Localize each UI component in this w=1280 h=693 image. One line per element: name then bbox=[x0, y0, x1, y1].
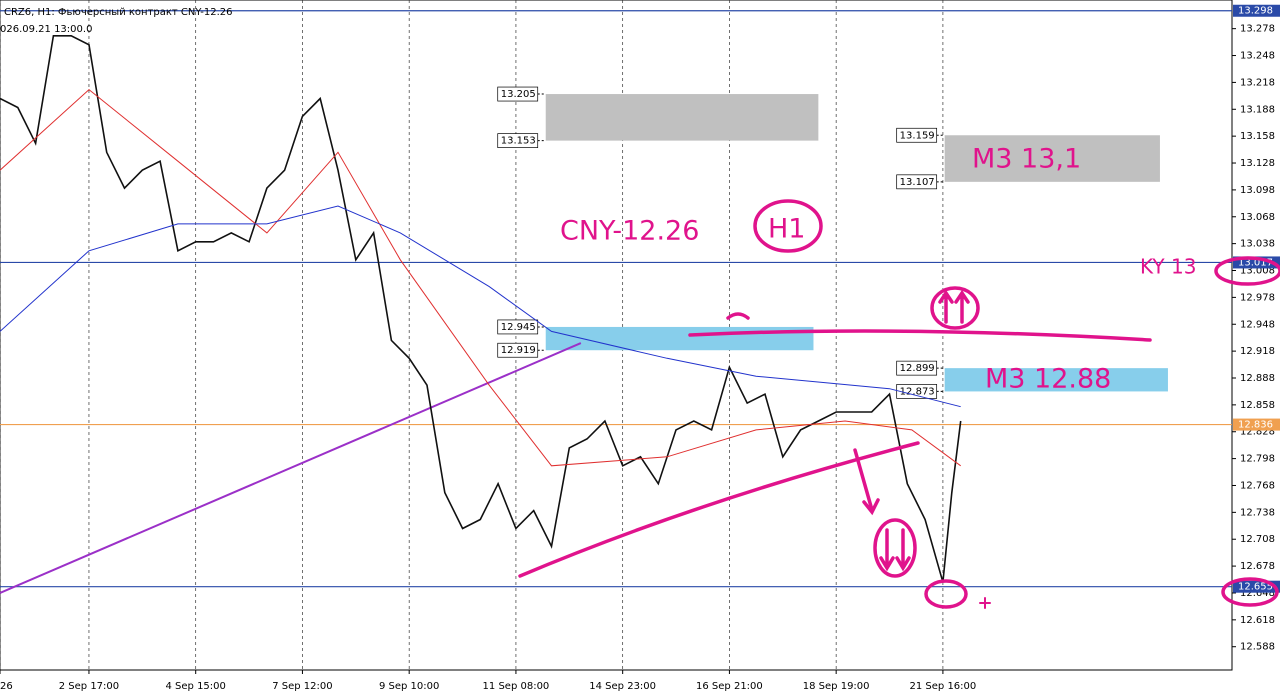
zone-label-box bbox=[896, 127, 938, 143]
level-label-box bbox=[1233, 4, 1280, 17]
y-tick-label: 12.888 bbox=[1240, 373, 1275, 384]
series-line bbox=[0, 35, 962, 583]
zone-label-box bbox=[497, 342, 539, 358]
annotation: M3 13,1 bbox=[972, 144, 1081, 175]
circle bbox=[924, 579, 968, 609]
arrows-down bbox=[879, 528, 911, 572]
zone-label: 12.945 bbox=[501, 322, 536, 333]
zone-label-box bbox=[896, 384, 938, 399]
annotation: CNY-12.26 bbox=[560, 216, 699, 247]
x-tick-label: 4 Sep 15:00 bbox=[166, 681, 226, 692]
y-tick-label: 12.738 bbox=[1240, 507, 1275, 518]
level-label: 13.017 bbox=[1238, 257, 1273, 268]
zone-label: 13.153 bbox=[501, 136, 536, 147]
x-tick-label: 2 Sep 17:00 bbox=[59, 681, 119, 692]
y-tick-label: 13.038 bbox=[1240, 239, 1275, 250]
y-tick-label: 13.218 bbox=[1240, 77, 1275, 88]
x-tick-label: 26 bbox=[0, 681, 13, 692]
x-tick-label: 14 Sep 23:00 bbox=[589, 681, 656, 692]
series-line bbox=[0, 205, 961, 408]
annotation: M3 12.88 bbox=[985, 364, 1111, 395]
series-line bbox=[0, 88, 961, 467]
zone-label-box bbox=[497, 86, 539, 102]
scribble bbox=[726, 312, 750, 320]
annotation: KY 13 bbox=[1140, 255, 1196, 279]
zone-label-box bbox=[896, 360, 938, 376]
hand-annotations: CNY-12.26 H1 M3 13,1 M3 12.88 KY 13 bbox=[518, 144, 1280, 609]
y-tick-label: 12.768 bbox=[1240, 480, 1275, 491]
y-tick-label: 12.948 bbox=[1240, 319, 1275, 330]
y-tick-label: 12.978 bbox=[1240, 292, 1275, 303]
zone bbox=[545, 94, 819, 141]
y-tick-label: 12.918 bbox=[1240, 346, 1275, 357]
y-tick-label: 12.648 bbox=[1240, 588, 1275, 599]
stroke bbox=[518, 441, 920, 578]
y-tick-label: 13.158 bbox=[1240, 131, 1275, 142]
plus bbox=[979, 597, 991, 609]
arrow bbox=[853, 448, 880, 516]
y-tick-label: 13.068 bbox=[1240, 212, 1275, 223]
y-tick-label: 12.618 bbox=[1240, 615, 1275, 626]
zone bbox=[944, 135, 1160, 182]
level-label-box bbox=[1233, 418, 1280, 431]
x-tick-label: 9 Sep 10:00 bbox=[379, 681, 439, 692]
stroke bbox=[688, 329, 1152, 342]
annotation: H1 bbox=[768, 214, 805, 245]
y-tick-label: 13.248 bbox=[1240, 51, 1275, 62]
circle bbox=[753, 199, 823, 253]
zone-label: 12.919 bbox=[501, 345, 536, 356]
zone-label-box bbox=[497, 319, 539, 335]
zone-label: 13.205 bbox=[501, 89, 536, 100]
y-tick-label: 13.008 bbox=[1240, 266, 1275, 277]
circle bbox=[930, 286, 980, 330]
zone-label-box bbox=[896, 174, 938, 190]
x-tick-label: 18 Sep 19:00 bbox=[803, 681, 870, 692]
level-label: 13.298 bbox=[1238, 6, 1273, 17]
y-tick-label: 13.098 bbox=[1240, 185, 1275, 196]
level-label: 12.655 bbox=[1238, 582, 1273, 593]
zone-label: 12.899 bbox=[900, 363, 935, 374]
y-tick-label: 12.678 bbox=[1240, 561, 1275, 572]
y-tick-label: 12.708 bbox=[1240, 534, 1275, 545]
circle bbox=[1214, 256, 1280, 286]
y-tick-label: 13.128 bbox=[1240, 158, 1275, 169]
zone-label: 13.107 bbox=[900, 177, 935, 188]
y-tick-label: 12.588 bbox=[1240, 642, 1275, 653]
x-tick-label: 16 Sep 21:00 bbox=[696, 681, 763, 692]
circle bbox=[873, 518, 917, 578]
zone-label: 12.873 bbox=[900, 386, 935, 397]
zone-label-box bbox=[497, 133, 539, 148]
y-tick-label: 12.828 bbox=[1240, 427, 1275, 438]
y-tick-label: 12.858 bbox=[1240, 400, 1275, 411]
x-tick-label: 11 Sep 08:00 bbox=[483, 681, 550, 692]
y-tick-label: 12.798 bbox=[1240, 454, 1275, 465]
zone-label: 13.159 bbox=[900, 130, 935, 141]
chart-subtitle: 026.09.21 13:00.0 bbox=[0, 24, 92, 35]
circle bbox=[1221, 577, 1279, 607]
zone bbox=[944, 368, 1168, 392]
x-tick-label: 7 Sep 12:00 bbox=[272, 681, 332, 692]
y-tick-label: 13.278 bbox=[1240, 24, 1275, 35]
y-tick-label: 13.188 bbox=[1240, 104, 1275, 115]
x-tick-label: 21 Sep 16:00 bbox=[910, 681, 977, 692]
arrows-up bbox=[938, 289, 970, 324]
chart-title: CRZ6, H1: Фьючерсный контракт CNY-12.26 bbox=[4, 7, 233, 18]
level-label: 12.836 bbox=[1238, 420, 1273, 431]
trendline bbox=[0, 342, 582, 594]
